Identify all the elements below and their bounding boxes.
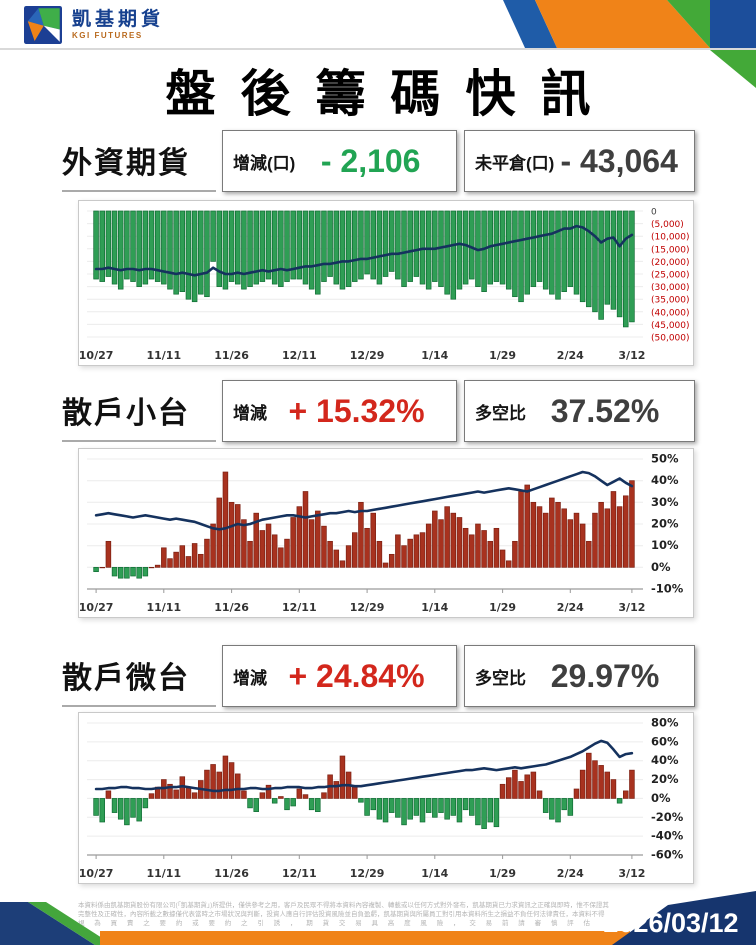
stat-label: 未平倉(口) (475, 153, 555, 173)
svg-text:12/11: 12/11 (282, 601, 317, 614)
svg-text:-60%: -60% (651, 848, 684, 862)
stat-box-mini-change: 增減 + 15.32% (222, 380, 457, 442)
svg-text:40%: 40% (651, 473, 679, 487)
chart-retail-micro: 80% 60% 40% 20% 0% -20% -40% -60% 10/27 11/11 11/2… (78, 712, 694, 884)
svg-text:(50,000): (50,000) (651, 334, 690, 344)
svg-text:(5,000): (5,000) (651, 220, 684, 230)
svg-text:1/29: 1/29 (489, 601, 516, 614)
svg-text:3/12: 3/12 (618, 601, 645, 614)
svg-text:50%: 50% (651, 452, 679, 466)
kgi-logo: 凱基期貨 KGI FUTURES (24, 6, 164, 44)
stat-value: 37.52% (550, 392, 660, 429)
stat-value: 29.97% (550, 657, 660, 694)
chart-retail-micro-svg: 80% 60% 40% 20% 0% -20% -40% -60% 10/27 11/11 11/2… (79, 716, 684, 881)
svg-text:1/14: 1/14 (421, 349, 448, 362)
brand-text: 凱基期貨 KGI FUTURES (72, 9, 164, 41)
header: 凱基期貨 KGI FUTURES (0, 0, 756, 88)
disclaimer-line: 完整性及正確性，內容所載之數據僅代表當時之市場狀況與判斷，投資人應自行評估投資風… (78, 911, 605, 918)
svg-text:(40,000): (40,000) (651, 308, 690, 318)
chart-foreign-futures: 0 (5,000) (10,000) (15,000) (20,000) (25,000)… (78, 200, 694, 366)
stat-box-mini-long-short-ratio: 多空比 37.52% (464, 380, 695, 442)
section-label-retail-mini: 散戶小台 (62, 380, 216, 442)
svg-text:11/26: 11/26 (214, 867, 249, 880)
svg-text:0%: 0% (651, 560, 671, 574)
svg-text:(25,000): (25,000) (651, 271, 690, 281)
section-label-retail-micro: 散戶微台 (62, 645, 216, 707)
svg-text:11/26: 11/26 (214, 601, 249, 614)
svg-text:12/11: 12/11 (282, 867, 317, 880)
svg-text:11/11: 11/11 (146, 601, 181, 614)
stat-box-foreign-change: 增減(口) - 2,106 (222, 130, 457, 192)
svg-text:11/26: 11/26 (214, 349, 249, 362)
svg-text:0: 0 (651, 208, 657, 218)
svg-text:2/24: 2/24 (557, 867, 584, 880)
stat-value: + 24.84% (288, 657, 425, 694)
svg-text:3/12: 3/12 (618, 867, 645, 880)
svg-text:-40%: -40% (651, 829, 684, 843)
stat-value: - 43,064 (560, 142, 678, 179)
svg-text:2/24: 2/24 (557, 349, 584, 362)
svg-text:0%: 0% (651, 791, 671, 805)
svg-text:1/29: 1/29 (489, 867, 516, 880)
svg-text:12/29: 12/29 (350, 601, 385, 614)
svg-text:20%: 20% (651, 772, 679, 786)
svg-text:-20%: -20% (651, 810, 684, 824)
svg-text:20%: 20% (651, 517, 679, 531)
svg-text:12/29: 12/29 (350, 867, 385, 880)
svg-text:10%: 10% (651, 538, 679, 552)
svg-text:3/12: 3/12 (618, 349, 645, 362)
page-title: 盤後籌碼快訊 (165, 66, 616, 122)
stat-value: + 15.32% (288, 392, 425, 429)
svg-text:(30,000): (30,000) (651, 283, 690, 293)
svg-text:10/27: 10/27 (79, 349, 113, 362)
svg-text:2/24: 2/24 (557, 601, 584, 614)
chart-retail-mini: 50% 40% 30% 20% 10% 0% -10% 10/27 11/11 11/26 12/1… (78, 448, 694, 618)
stat-value: - 2,106 (320, 142, 421, 179)
chart-retail-mini-svg: 50% 40% 30% 20% 10% 0% -10% 10/27 11/11 11/26 12/1… (79, 452, 684, 615)
svg-text:(20,000): (20,000) (651, 258, 690, 268)
stat-label: 多空比 (475, 668, 526, 688)
svg-text:10/27: 10/27 (79, 867, 113, 880)
kgi-logo-icon (24, 6, 62, 44)
svg-text:(35,000): (35,000) (651, 296, 690, 306)
svg-text:1/29: 1/29 (489, 349, 516, 362)
brand-name-en: KGI FUTURES (72, 31, 143, 40)
stat-label: 增減 (233, 403, 267, 423)
disclaimer-line: 本資料係由凱基期貨股份有限公司(「凱基期貨」)所提供，僅供參考之用，客戶及民眾不… (78, 902, 609, 909)
svg-text:-10%: -10% (651, 582, 684, 596)
stat-box-micro-change: 增減 + 24.84% (222, 645, 457, 707)
stat-label: 增減 (233, 668, 267, 688)
stat-label: 多空比 (475, 403, 526, 423)
svg-text:1/14: 1/14 (421, 867, 448, 880)
svg-text:1/14: 1/14 (421, 601, 448, 614)
svg-text:30%: 30% (651, 495, 679, 509)
svg-text:80%: 80% (651, 716, 679, 730)
stat-box-micro-long-short-ratio: 多空比 29.97% (464, 645, 695, 707)
svg-text:11/11: 11/11 (146, 349, 181, 362)
disclaimer-line: 視 為 買 賣 之 要 約 或 要 約 之 引 誘 ， 期 貨 交 易 具 高 … (78, 920, 594, 927)
report-date: 2026/03/12 (603, 908, 739, 938)
disclaimer-text: 本資料係由凱基期貨股份有限公司(「凱基期貨」)所提供，僅供參考之用，客戶及民眾不… (78, 901, 623, 928)
brand-name-cn: 凱基期貨 (72, 9, 165, 30)
chart-foreign-futures-svg: 0 (5,000) (10,000) (15,000) (20,000) (25,000)… (79, 208, 690, 363)
svg-text:40%: 40% (651, 753, 679, 767)
stat-box-foreign-open-interest: 未平倉(口) - 43,064 (464, 130, 695, 192)
svg-text:12/29: 12/29 (350, 349, 385, 362)
svg-text:(15,000): (15,000) (651, 245, 690, 255)
section-label-foreign-futures: 外資期貨 (62, 130, 216, 192)
svg-text:12/11: 12/11 (282, 349, 317, 362)
svg-text:10/27: 10/27 (79, 601, 113, 614)
svg-text:(45,000): (45,000) (651, 321, 690, 331)
svg-text:11/11: 11/11 (146, 867, 181, 880)
svg-text:60%: 60% (651, 734, 679, 748)
stat-label: 增減(口) (233, 153, 296, 173)
svg-text:(10,000): (10,000) (651, 233, 690, 243)
